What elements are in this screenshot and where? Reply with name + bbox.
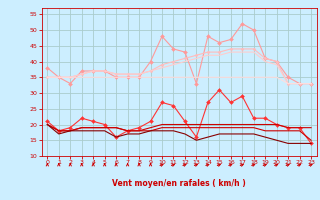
X-axis label: Vent moyen/en rafales ( km/h ): Vent moyen/en rafales ( km/h ) <box>112 179 246 188</box>
